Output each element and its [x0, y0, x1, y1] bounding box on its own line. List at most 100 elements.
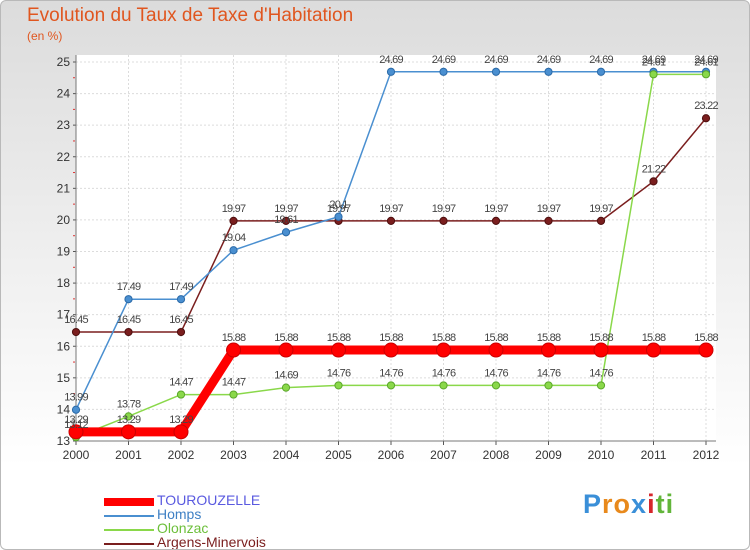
logo-letter: o: [613, 489, 632, 519]
data-point-tourouzelle: [173, 424, 189, 440]
legend-swatch: [104, 543, 154, 545]
data-label-homps: 24.69: [537, 54, 561, 66]
data-point-tourouzelle: [278, 342, 294, 358]
x-tick-label: 2008: [483, 448, 510, 462]
data-label-olonzac: 14.47: [222, 377, 246, 389]
data-point-tourouzelle: [68, 424, 84, 440]
x-tick-label: 2009: [535, 448, 562, 462]
data-point-homps: [386, 67, 396, 76]
data-label-tourouzelle: 15.88: [379, 332, 403, 344]
data-point-olonzac: [386, 381, 396, 390]
data-label-olonzac: 14.47: [169, 377, 193, 389]
data-label-olonzac: 13.12: [64, 419, 88, 431]
data-point-argens-minervois: [71, 327, 81, 337]
logo-letter: t: [655, 489, 666, 519]
data-point-argens-minervois: [439, 216, 448, 225]
y-tick-label: 16: [57, 339, 71, 353]
legend-label: Olonzac: [157, 520, 209, 536]
x-tick-label: 2006: [378, 448, 405, 462]
data-label-argens-minervois: 23.22: [694, 100, 718, 112]
data-point-argens-minervois: [124, 327, 133, 337]
plot-area: [76, 55, 716, 441]
data-label-homps: 24.69: [694, 54, 718, 66]
data-point-olonzac: [334, 381, 343, 390]
y-tick-label: 17: [57, 308, 71, 322]
data-label-olonzac: 13.78: [117, 398, 141, 410]
data-label-tourouzelle: 15.88: [537, 332, 561, 344]
chart-title: Evolution du Taux de Taxe d'Habitation: [27, 5, 354, 26]
x-tick-label: 2001: [115, 448, 142, 462]
data-point-olonzac: [229, 390, 238, 399]
data-label-olonzac: 14.76: [537, 367, 561, 379]
data-point-homps: [544, 67, 553, 76]
data-label-argens-minervois: 19.97: [274, 203, 298, 215]
data-label-tourouzelle: 15.88: [222, 332, 246, 344]
data-label-olonzac: 24.61: [642, 56, 666, 68]
data-label-argens-minervois: 19.97: [327, 203, 351, 215]
data-label-tourouzelle: 15.88: [694, 332, 718, 344]
y-axis-unit: (en %): [27, 29, 63, 43]
data-point-tourouzelle: [593, 342, 609, 358]
data-label-olonzac: 14.76: [484, 367, 508, 379]
data-label-olonzac: 14.76: [327, 367, 351, 379]
x-tick-label: 2005: [325, 448, 352, 462]
data-point-tourouzelle: [383, 342, 399, 358]
data-label-tourouzelle: 15.88: [484, 332, 508, 344]
data-point-argens-minervois: [649, 177, 658, 186]
data-label-homps: 24.69: [642, 54, 666, 66]
data-point-tourouzelle: [226, 342, 241, 358]
data-label-argens-minervois: 21.22: [642, 163, 666, 175]
legend-swatch: [104, 515, 154, 517]
data-point-argens-minervois: [281, 216, 291, 225]
x-tick-label: 2002: [168, 448, 195, 462]
x-tick-label: 2010: [588, 448, 615, 462]
logo-letter: i: [665, 489, 675, 519]
data-point-tourouzelle: [331, 342, 346, 358]
data-label-tourouzelle: 15.88: [327, 332, 351, 344]
data-label-homps: 13.99: [64, 392, 88, 404]
data-label-homps: 17.49: [169, 281, 193, 293]
data-point-argens-minervois: [491, 216, 501, 225]
y-tick-label: 15: [57, 371, 71, 385]
data-label-argens-minervois: 19.97: [379, 203, 403, 215]
data-point-argens-minervois: [544, 216, 553, 225]
data-point-tourouzelle: [121, 424, 136, 440]
data-label-homps: 24.69: [379, 54, 403, 66]
data-point-olonzac: [176, 390, 186, 399]
data-label-argens-minervois: 19.97: [537, 203, 561, 215]
data-label-tourouzelle: 15.88: [589, 332, 613, 344]
data-label-tourouzelle: 13.29: [117, 414, 141, 426]
data-point-olonzac: [701, 70, 711, 79]
data-point-argens-minervois: [701, 114, 711, 123]
data-label-olonzac: 14.69: [274, 370, 298, 382]
data-label-olonzac: 14.76: [432, 367, 456, 379]
data-point-argens-minervois: [596, 216, 606, 225]
data-label-olonzac: 24.61: [694, 56, 718, 68]
data-label-argens-minervois: 16.45: [169, 314, 193, 326]
x-tick-label: 2012: [693, 448, 720, 462]
x-tick-label: 2003: [220, 448, 247, 462]
legend-label: Homps: [157, 506, 202, 522]
data-label-homps: 24.69: [589, 54, 613, 66]
data-label-homps: 17.49: [117, 281, 141, 293]
data-point-tourouzelle: [698, 342, 714, 358]
data-point-homps: [281, 228, 291, 237]
data-point-olonzac: [281, 383, 291, 392]
x-tick-label: 2007: [430, 448, 457, 462]
legend-swatch: [104, 529, 154, 531]
logo-letter: P: [583, 489, 603, 519]
x-tick-label: 2004: [273, 448, 300, 462]
y-tick-label: 24: [57, 87, 71, 101]
data-label-argens-minervois: 19.97: [432, 203, 456, 215]
x-tick-label: 2000: [63, 448, 90, 462]
data-label-olonzac: 14.76: [379, 367, 403, 379]
y-tick-label: 18: [57, 276, 71, 290]
data-point-homps: [71, 405, 81, 414]
data-point-tourouzelle: [541, 342, 556, 358]
data-label-homps: 24.69: [432, 54, 456, 66]
data-point-tourouzelle: [488, 342, 504, 358]
data-point-argens-minervois: [176, 327, 186, 337]
y-tick-label: 21: [57, 181, 71, 195]
